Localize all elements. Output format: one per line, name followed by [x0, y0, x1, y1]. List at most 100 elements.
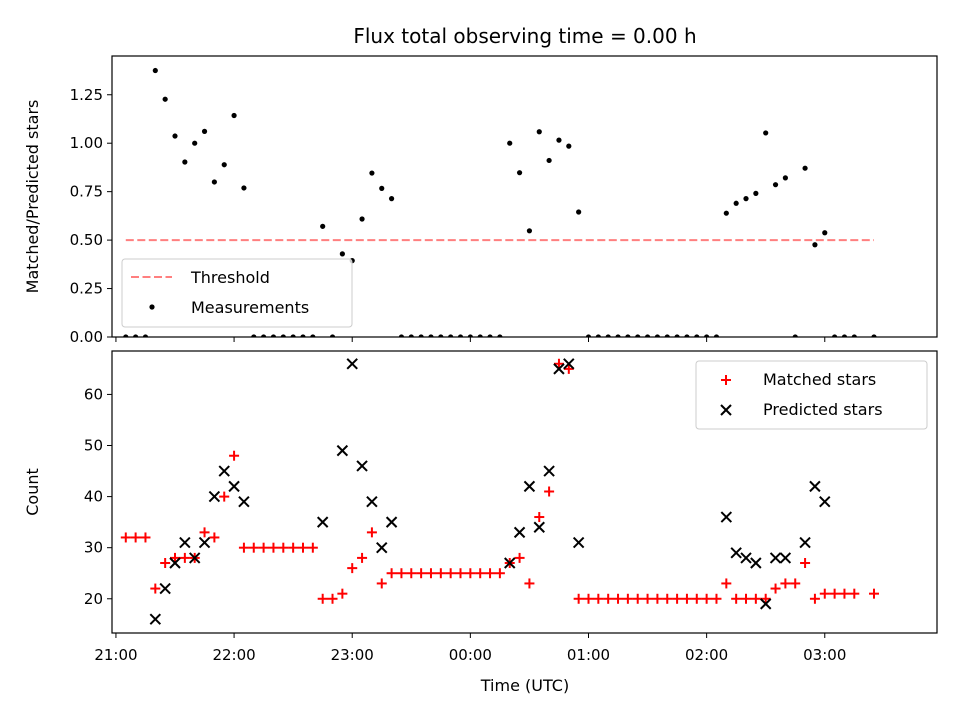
- matched-point: [366, 527, 377, 538]
- matched-point: [534, 512, 545, 523]
- measurement-point: [379, 185, 385, 191]
- measurement-point: [142, 334, 149, 337]
- matched-point: [750, 593, 761, 604]
- measurement-point: [664, 334, 670, 337]
- measurement-point: [654, 334, 661, 337]
- measurement-point: [359, 216, 365, 222]
- y-axis-label: Matched/Predicted stars: [23, 100, 42, 294]
- measurement-point: [733, 200, 739, 206]
- predicted-point: [504, 557, 516, 569]
- matched-point: [445, 568, 456, 579]
- matched-point: [179, 552, 190, 563]
- matched-point: [248, 542, 259, 553]
- measurement-point: [576, 209, 582, 215]
- predicted-point: [218, 465, 230, 477]
- y-tick-label: 1.25: [70, 86, 103, 104]
- x-axis-label: Time (UTC): [480, 676, 569, 695]
- measurement-point: [763, 130, 769, 136]
- measurement-point: [261, 334, 267, 337]
- matched-point: [790, 578, 801, 589]
- predicted-point: [188, 552, 201, 564]
- measurement-point: [339, 251, 345, 257]
- measurement-point: [753, 190, 759, 196]
- legend-matched-swatch: [721, 375, 731, 385]
- measurement-point: [201, 128, 208, 134]
- measurement-point: [516, 170, 523, 176]
- y-tick-label: 40: [84, 488, 103, 506]
- predicted-point: [336, 444, 349, 457]
- predicted-point: [809, 480, 821, 493]
- matched-point: [120, 532, 131, 543]
- legend-threshold-label: Threshold: [190, 268, 270, 287]
- measurement-point: [526, 228, 533, 234]
- matched-point: [357, 552, 368, 563]
- predicted-point: [316, 516, 329, 528]
- matched-point: [386, 568, 397, 579]
- legend-measurements-label: Measurements: [191, 298, 309, 317]
- y-axis-label: Count: [23, 468, 42, 516]
- measurement-point: [812, 242, 818, 248]
- matched-point: [307, 542, 318, 553]
- predicted-point: [750, 557, 762, 569]
- measurement-point: [871, 334, 877, 337]
- measurement-point: [211, 179, 217, 185]
- matched-point: [800, 558, 811, 569]
- predicted-point: [572, 536, 585, 549]
- predicted-point: [356, 460, 368, 472]
- matched-point: [672, 593, 683, 604]
- matched-point: [435, 568, 446, 579]
- measurement-point: [625, 334, 631, 337]
- measurement-point: [556, 137, 562, 143]
- measurement-point: [241, 185, 247, 191]
- matched-point: [376, 578, 387, 589]
- matched-point: [494, 568, 505, 579]
- y-tick-label: 20: [84, 590, 103, 608]
- predicted-point: [385, 516, 398, 528]
- measurement-point: [566, 143, 572, 149]
- measurement-point: [605, 334, 611, 337]
- matched-point: [868, 588, 879, 599]
- matched-point: [485, 568, 496, 579]
- matched-point: [622, 593, 633, 604]
- measurement-point: [231, 112, 237, 119]
- measurement-point: [221, 162, 227, 168]
- matched-point: [199, 527, 210, 538]
- measurement-point: [694, 334, 700, 337]
- matched-point: [553, 358, 564, 369]
- matched-point: [170, 552, 181, 563]
- measurement-point: [723, 210, 729, 216]
- data-marks: [123, 67, 877, 337]
- measurement-point: [615, 334, 621, 337]
- matched-point: [209, 532, 220, 543]
- measurement-point: [782, 175, 788, 181]
- predicted-point: [819, 495, 831, 508]
- legend-box: [695, 360, 928, 430]
- measurement-point: [704, 334, 710, 337]
- matched-point: [544, 486, 555, 497]
- measurement-point: [684, 334, 690, 337]
- matched-point: [603, 593, 614, 604]
- measurement-point: [477, 334, 483, 337]
- predicted-point: [513, 526, 526, 539]
- measurement-point: [841, 334, 848, 337]
- matched-point: [642, 593, 653, 604]
- measurement-point: [369, 170, 375, 176]
- measurement-point: [172, 133, 178, 139]
- measurement-point: [487, 334, 493, 337]
- measurement-point: [595, 334, 601, 337]
- measurement-point: [802, 165, 808, 171]
- measurement-point: [182, 159, 188, 165]
- matched-point: [317, 593, 328, 604]
- legend-box: [121, 258, 353, 328]
- measurement-point: [644, 334, 651, 337]
- matched-point: [770, 583, 781, 594]
- measurement-point: [674, 334, 680, 337]
- measurement-point: [713, 334, 720, 337]
- matched-point: [662, 593, 673, 604]
- measurement-point: [772, 182, 779, 188]
- matched-point: [849, 588, 860, 599]
- matched-point: [337, 588, 348, 599]
- matched-point: [809, 593, 820, 604]
- measurement-point: [251, 334, 257, 337]
